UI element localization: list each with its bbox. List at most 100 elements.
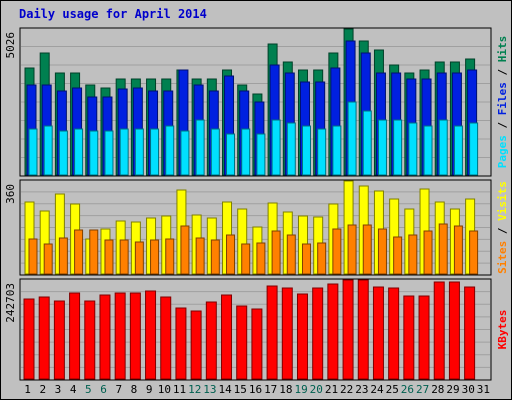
pages-bar [438,119,448,176]
sites-bar [332,228,342,275]
kbytes-bar [464,286,476,380]
sites-bar [362,224,372,275]
day-tick-label: 17 [264,383,277,396]
pages-bar [226,133,236,176]
kbytes-bar [114,292,126,380]
kbytes-bar [388,287,400,380]
axis-label-top: Pages / Files / Hits [496,36,509,169]
axis-label-part: Sites [496,241,509,274]
pages-bar [134,128,144,176]
day-tick-label: 13 [203,383,216,396]
sites-bar [195,237,205,275]
sites-bar [104,239,114,275]
axis-label-middle: Sites / Visits [496,181,509,274]
kbytes-bar [84,300,96,380]
kbytes-bar [403,295,415,380]
day-tick-label: 16 [249,383,262,396]
day-tick-label: 14 [218,383,232,396]
kbytes-bar [312,287,324,380]
y-max-label: 5026 [4,32,17,59]
kbytes-bar [448,281,460,380]
sites-bar [74,229,84,275]
pages-bar [453,125,463,176]
sites-bar [469,230,479,275]
sites-bar [89,229,99,275]
day-tick-label: 1 [24,383,31,396]
axis-label-part: Files [496,82,509,115]
kbytes-bar [145,290,157,380]
axis-label-part: / [496,115,509,135]
pages-bar [393,119,403,176]
axis-label-part: Visits [496,181,509,221]
day-tick-label: 22 [340,383,353,396]
day-tick-label: 25 [386,383,399,396]
sites-bar [301,243,311,275]
kbytes-bar [160,296,172,380]
day-tick-label: 9 [146,383,153,396]
kbytes-bar [266,285,278,380]
pages-bar [271,119,281,176]
day-tick-label: 11 [173,383,186,396]
sites-bar [438,223,448,275]
pages-bar [469,122,479,176]
sites-bar [317,242,327,275]
day-tick-label: 2 [39,383,46,396]
day-tick-label: 21 [325,383,338,396]
day-tick-label: 28 [431,383,444,396]
day-tick-label: 3 [55,383,62,396]
day-tick-label: 19 [294,383,307,396]
sites-bar [43,243,53,275]
day-tick-label: 7 [115,383,122,396]
day-tick-label: 8 [131,383,138,396]
kbytes-bar [281,287,293,380]
day-tick-label: 10 [158,383,171,396]
kbytes-bar [23,298,35,380]
kbytes-bar [296,293,308,380]
pages-bar [104,130,114,176]
pages-bar [408,122,418,176]
pages-bar [28,128,38,176]
sites-bar [241,243,251,275]
pages-bar [119,128,129,176]
pages-bar [165,125,175,176]
pages-bar [362,110,372,176]
day-tick-label: 4 [70,383,77,396]
kbytes-bar [69,292,81,380]
sites-bar [453,225,463,275]
day-tick-label: 23 [355,383,368,396]
pages-bar [74,128,84,176]
day-tick-label: 20 [310,383,323,396]
day-tick-label: 29 [446,383,459,396]
pages-bar [332,125,342,176]
pages-bar [150,128,160,176]
pages-bar [241,128,251,176]
kbytes-bar [99,294,111,380]
day-tick-label: 30 [462,383,475,396]
pages-bar [286,122,296,176]
pages-bar [210,128,220,176]
sites-bar [134,241,144,275]
kbytes-bar [357,279,369,380]
kbytes-bar [190,310,202,380]
day-tick-label: 5 [85,383,92,396]
axis-label-bottom: KBytes [496,310,509,350]
day-tick-label: 6 [100,383,107,396]
sites-bar [393,236,403,275]
pages-bar [317,128,327,176]
pages-bar [180,130,190,176]
kbytes-bar [327,283,339,380]
y-max-label: 242703 [4,283,17,323]
pages-bar [301,125,311,176]
pages-bar [423,125,433,176]
sites-bar [408,234,418,275]
pages-bar [377,119,387,176]
day-tick-label: 15 [234,383,247,396]
sites-bar [180,225,190,275]
day-tick-label: 27 [416,383,429,396]
sites-bar [58,237,68,275]
kbytes-bar [342,279,354,380]
sites-bar [150,239,160,275]
sites-bar [165,238,175,275]
